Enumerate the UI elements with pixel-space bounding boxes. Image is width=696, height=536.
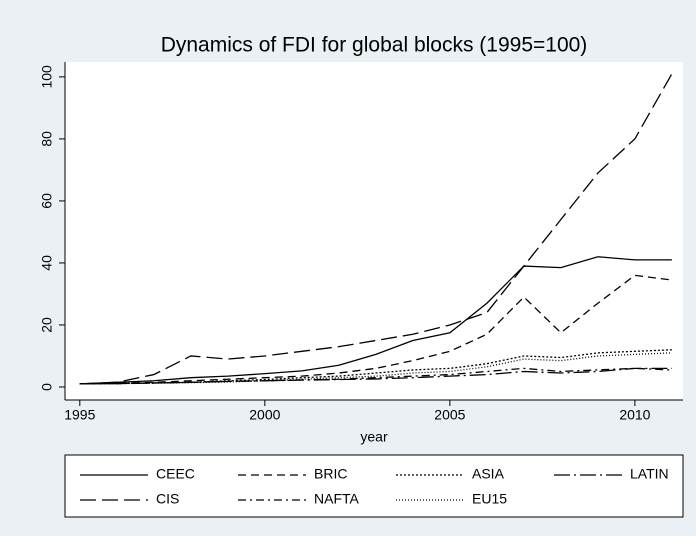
legend-label: ASIA <box>472 466 505 482</box>
series-line <box>79 274 672 385</box>
legend-label: LATIN <box>630 466 669 482</box>
y-tick-label: 40 <box>39 255 55 271</box>
y-tick-label: 80 <box>39 131 55 147</box>
y-tick-label: 100 <box>39 65 55 89</box>
y-tick-label: 60 <box>39 193 55 209</box>
legend <box>64 454 684 518</box>
series-line <box>79 367 672 385</box>
legend-label: CEEC <box>156 466 195 482</box>
x-tick-label: 2010 <box>619 407 650 423</box>
legend-label: EU15 <box>472 491 507 507</box>
x-tick-label: 1995 <box>64 407 95 423</box>
series-line <box>79 367 672 385</box>
legend-label: BRIC <box>314 466 347 482</box>
legend-label: NAFTA <box>314 491 360 507</box>
y-tick-label: 0 <box>39 383 55 391</box>
x-tick-label: 2000 <box>249 407 280 423</box>
plot-area <box>65 62 683 400</box>
x-tick-label: 2005 <box>434 407 465 423</box>
legend-label: CIS <box>156 491 179 507</box>
y-tick-label: 20 <box>39 317 55 333</box>
series-line <box>79 349 672 385</box>
series-line <box>79 73 673 385</box>
series-line <box>79 256 672 385</box>
x-axis-label: year <box>360 429 388 445</box>
chart-title: Dynamics of FDI for global blocks (1995=… <box>161 34 588 57</box>
